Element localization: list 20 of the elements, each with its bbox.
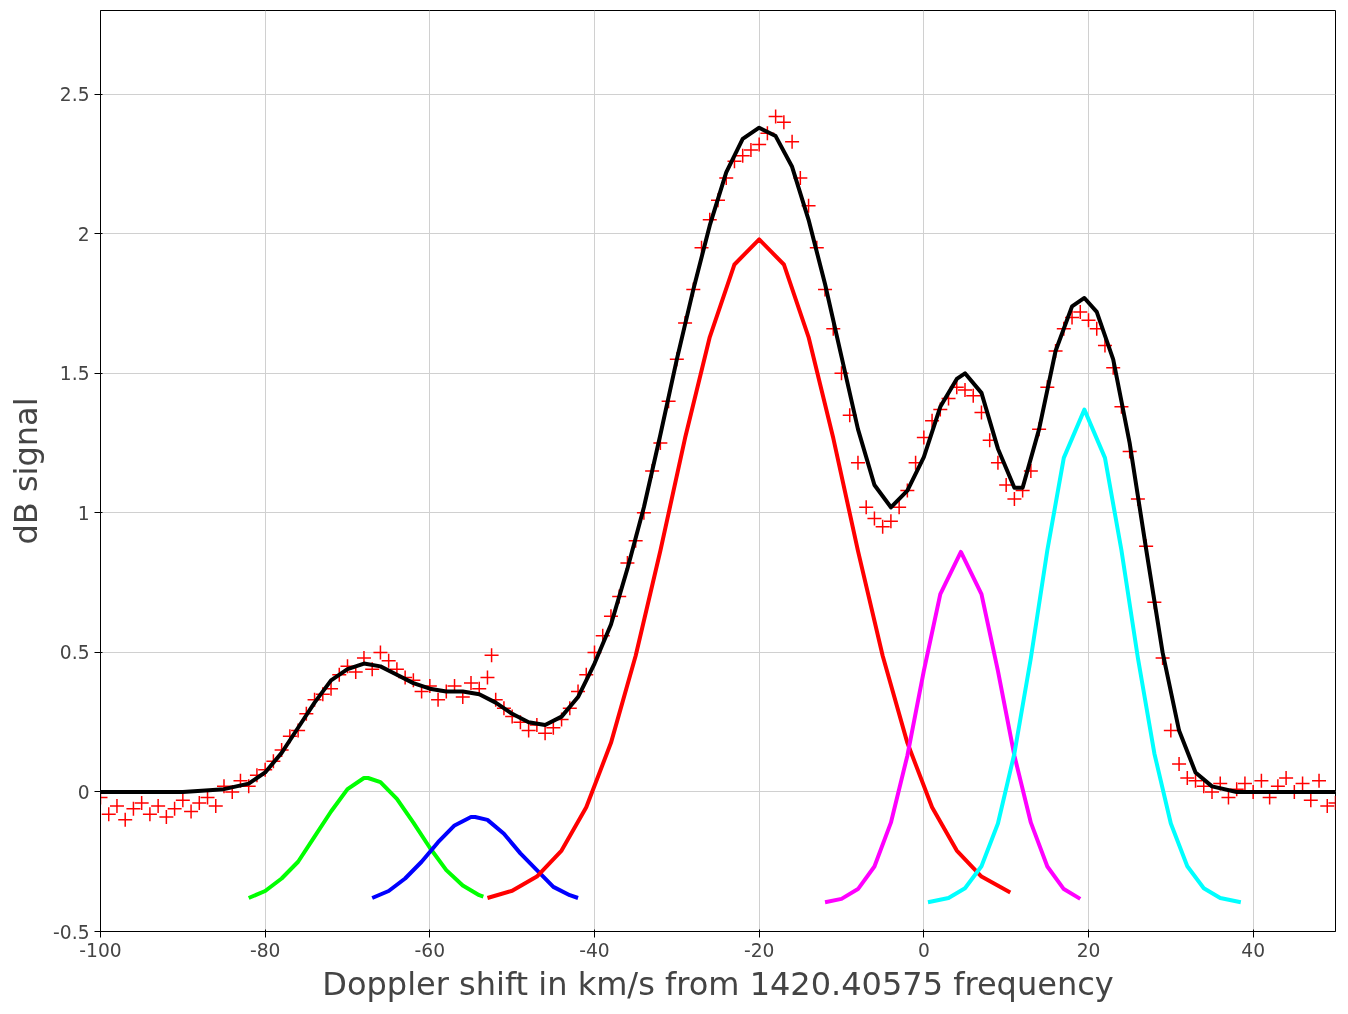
y-tick-label: 1 — [77, 502, 90, 524]
y-tick-label: 2 — [77, 223, 90, 245]
x-tick-label: -40 — [579, 939, 610, 961]
y-axis-title: dB signal — [7, 397, 46, 545]
x-tick-label: 20 — [1076, 939, 1101, 961]
line-series — [246, 776, 486, 901]
y-tick-label: 1.5 — [59, 363, 90, 385]
line-series — [370, 815, 581, 901]
y-tick-label: 0.5 — [59, 642, 90, 664]
x-tick-label: 0 — [917, 939, 930, 961]
y-tick-label: 2.5 — [59, 84, 90, 106]
x-tick-label: -60 — [414, 939, 446, 961]
x-tick-label: -20 — [743, 939, 775, 961]
line-series — [823, 549, 1083, 905]
x-tick-label: -80 — [249, 939, 281, 961]
line-series — [925, 407, 1243, 905]
x-tick-label: 40 — [1241, 939, 1266, 961]
x-axis-title: Doppler shift in km/s from 1420.40575 frequency — [322, 964, 1114, 1003]
line-series — [485, 237, 1013, 901]
y-tick-label: 0 — [77, 781, 90, 803]
